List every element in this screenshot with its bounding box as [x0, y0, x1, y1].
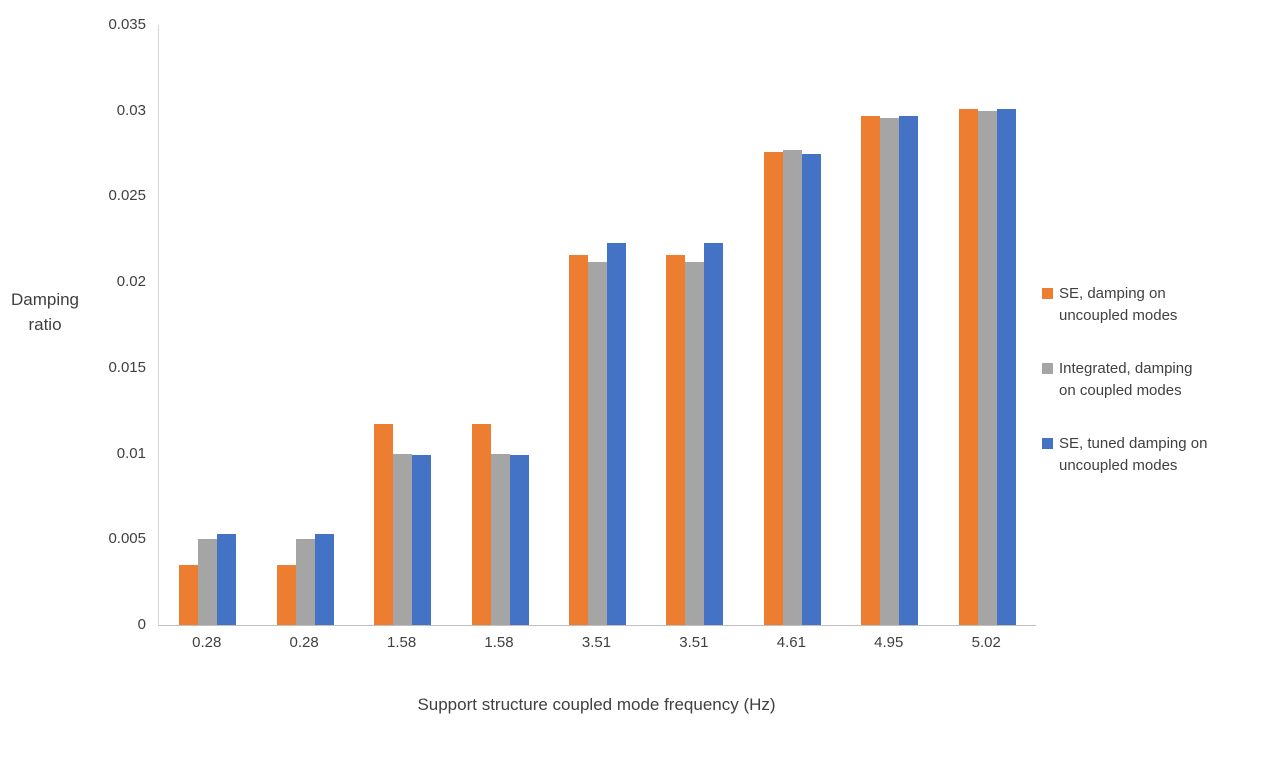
bar-series-2: [217, 534, 237, 625]
bar-series-1: [198, 539, 218, 625]
x-tick-label: 1.58: [386, 634, 417, 651]
x-tick-label: 4.95: [874, 634, 904, 651]
bar-series-2: [899, 115, 919, 625]
legend-marker-icon: [1042, 438, 1053, 449]
legend-item: SE, damping on uncoupled modes: [1042, 283, 1274, 327]
x-tick-label: 3.51: [581, 634, 612, 651]
x-axis-tick-labels: 0.28 0.28 1.58 1.58 3.51 3.51 4.61 4.95 5.02: [158, 634, 1035, 652]
legend-item: Integrated, damping on coupled modes: [1042, 358, 1274, 402]
legend-label: SE, damping on uncoupled modes: [1059, 285, 1178, 324]
bar-group: [256, 25, 353, 625]
bar-group: [549, 25, 646, 625]
bar-series-1: [782, 150, 802, 625]
y-tick-label: 0.035: [108, 16, 146, 33]
bar-group: [646, 25, 743, 625]
bar-series-1: [587, 261, 607, 625]
bar-group: [744, 25, 841, 625]
bar-series-2: [606, 242, 626, 625]
bar-series-1: [393, 453, 413, 625]
legend-label: Integrated, damping on coupled modes: [1059, 360, 1193, 399]
y-tick-label: 0: [137, 616, 146, 633]
y-tick-label: 0.015: [108, 358, 146, 376]
x-tick-label: 5.02: [971, 634, 1001, 651]
legend-marker-icon: [1042, 288, 1053, 299]
x-tick-label: 0.28: [192, 634, 222, 651]
bar-series-2: [509, 455, 529, 625]
y-axis-title: Damping ratio: [0, 287, 90, 337]
bar-series-2: [996, 109, 1016, 625]
legend-label: SE, tuned damping on uncoupled modes: [1059, 435, 1208, 474]
plot-area: [158, 25, 1036, 626]
bar-series-1: [490, 453, 510, 625]
y-tick-label: 0.005: [108, 530, 146, 548]
bar-series-0: [374, 424, 394, 625]
bar-group: [159, 25, 256, 625]
bar-series-0: [471, 424, 491, 625]
y-tick-label: 0.02: [116, 273, 146, 291]
bar-group: [354, 25, 451, 625]
y-axis-title-line1: Damping: [10, 290, 80, 309]
x-tick-label: 1.58: [484, 634, 514, 651]
bar-series-2: [801, 153, 821, 625]
x-tick-label: 0.28: [289, 634, 319, 651]
bar-series-2: [412, 455, 432, 625]
bar-series-0: [861, 115, 881, 625]
bar-group: [841, 25, 938, 625]
y-tick-label: 0.025: [108, 187, 146, 205]
bar-group: [939, 25, 1036, 625]
bar-series-0: [179, 565, 199, 625]
y-axis-title-line2: ratio: [28, 315, 62, 334]
bar-series-1: [880, 117, 900, 625]
bar-series-2: [314, 534, 334, 625]
y-tick-label: 0.03: [116, 101, 146, 119]
legend: SE, damping on uncoupled modes Integrated…: [1042, 283, 1274, 508]
bar-series-1: [685, 261, 705, 625]
bar-series-1: [977, 110, 997, 625]
bar-series-0: [568, 254, 588, 625]
bar-series-1: [295, 539, 315, 625]
bar-series-0: [958, 109, 978, 625]
bar-group: [451, 25, 548, 625]
legend-marker-icon: [1042, 363, 1053, 374]
bar-series-0: [666, 254, 686, 625]
x-axis-title: Support structure coupled mode frequency…: [417, 695, 776, 714]
legend-item: SE, tuned damping on uncoupled modes: [1042, 433, 1274, 477]
bar-series-0: [763, 151, 783, 625]
y-tick-label: 0.01: [116, 444, 146, 462]
bar-series-0: [276, 565, 296, 625]
bar-series-2: [704, 242, 724, 625]
x-tick-label: 4.61: [776, 634, 806, 651]
y-axis-tick-labels: 0.035 0.03 0.025 0.02 0.015 0.01 0.005 0: [0, 16, 146, 633]
x-tick-label: 3.51: [679, 634, 709, 651]
